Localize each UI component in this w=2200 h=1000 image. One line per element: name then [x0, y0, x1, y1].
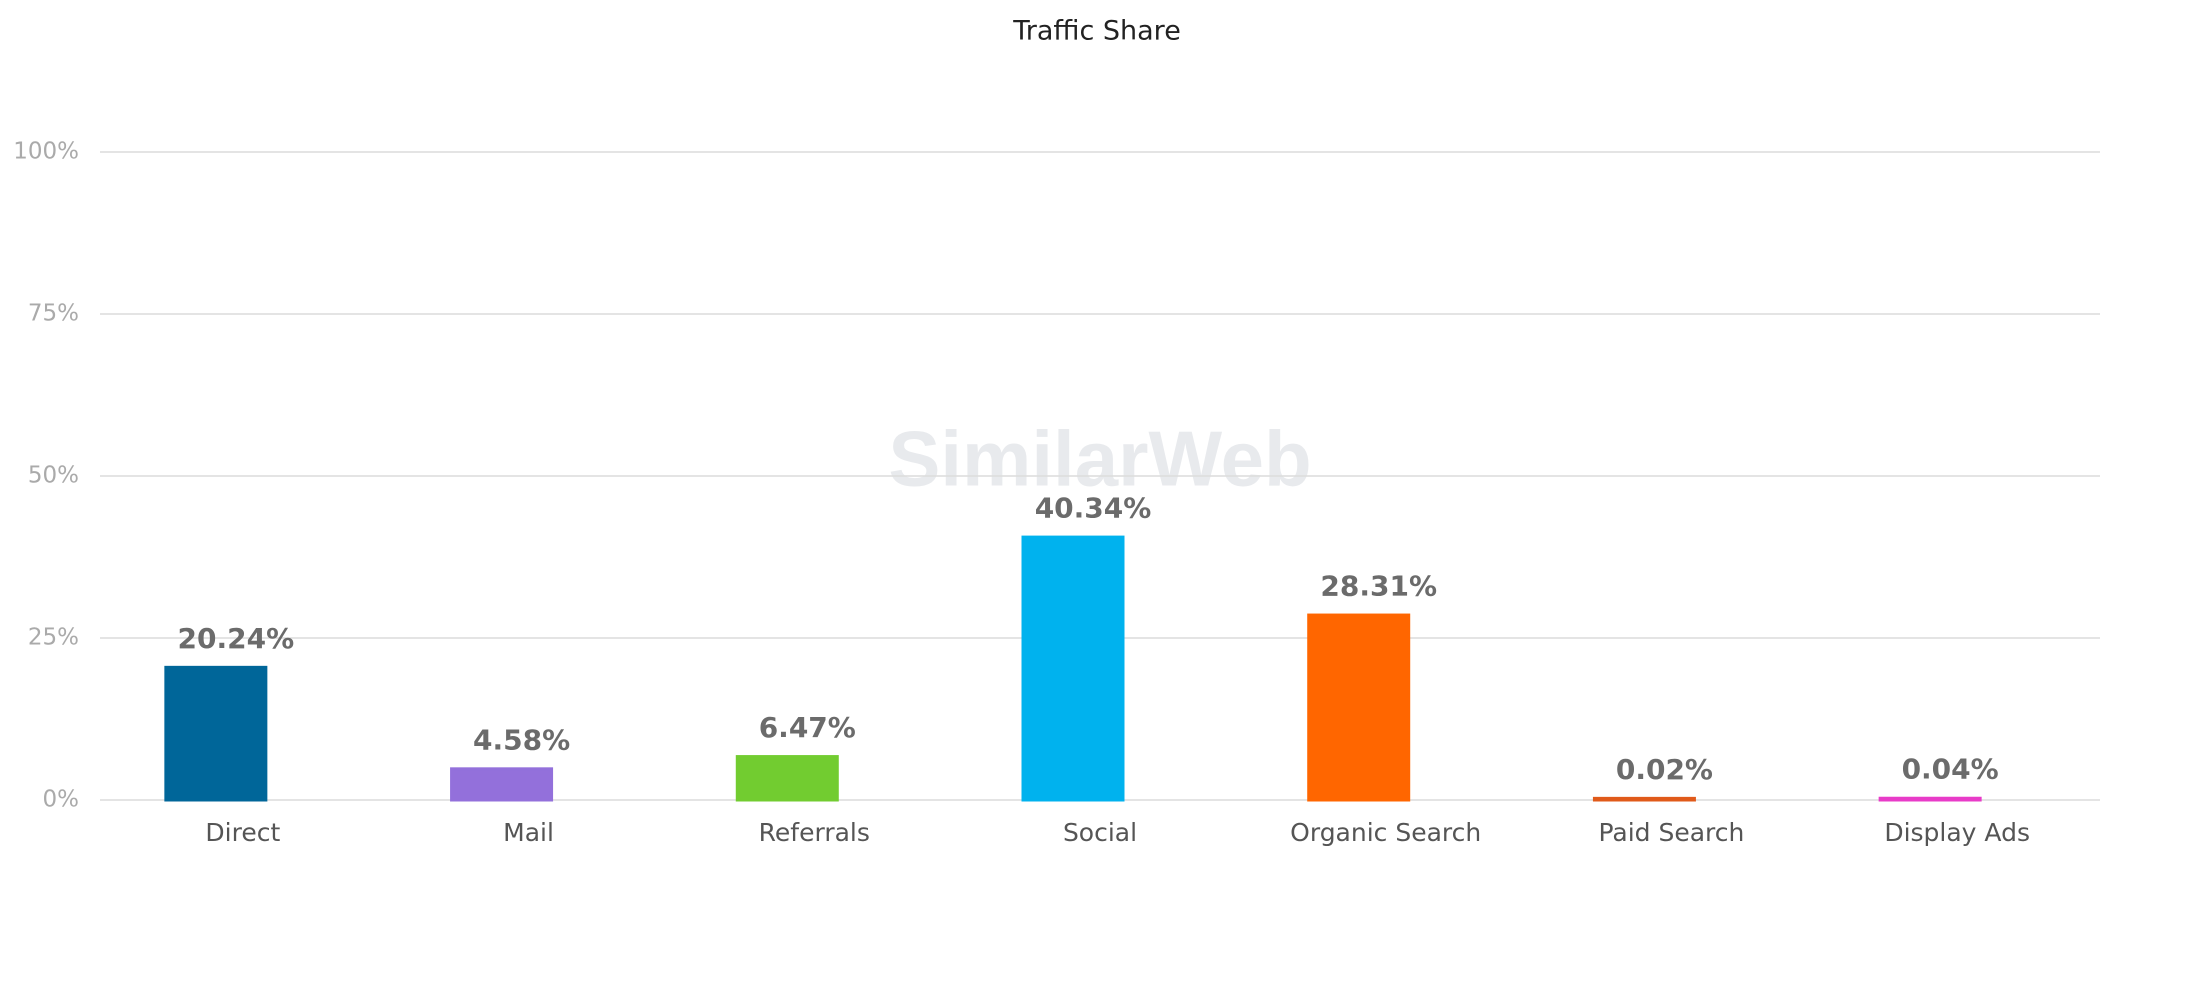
value-label: 0.02% — [1616, 753, 1713, 786]
bar — [1878, 796, 1982, 802]
x-tick-label: Social — [1063, 818, 1137, 847]
bar — [1307, 613, 1411, 802]
y-tick-label: 50% — [28, 463, 79, 489]
y-tick-label: 0% — [43, 787, 80, 813]
bar — [1592, 796, 1696, 802]
x-tick-label: Paid Search — [1598, 818, 1744, 847]
value-label: 0.04% — [1902, 753, 1999, 786]
bar — [450, 767, 554, 802]
bar — [1021, 535, 1125, 802]
x-tick-label: Mail — [503, 818, 554, 847]
value-label: 6.47% — [759, 711, 856, 744]
x-tick-label: Direct — [205, 818, 280, 847]
y-tick-label: 25% — [28, 625, 79, 651]
y-tick-label: 75% — [28, 301, 79, 327]
value-label: 40.34% — [1035, 492, 1152, 525]
value-label: 20.24% — [178, 622, 295, 655]
x-tick-label: Organic Search — [1290, 818, 1481, 847]
x-tick-label: Referrals — [759, 818, 870, 847]
y-tick-label: 100% — [13, 139, 79, 165]
x-tick-label: Display Ads — [1884, 818, 2030, 847]
value-label: 4.58% — [473, 723, 570, 756]
bar — [735, 755, 839, 802]
value-label: 28.31% — [1320, 570, 1437, 603]
bar — [164, 665, 268, 802]
watermark: SimilarWeb — [888, 415, 1311, 503]
chart-title: Traffic Share — [1012, 16, 1181, 47]
